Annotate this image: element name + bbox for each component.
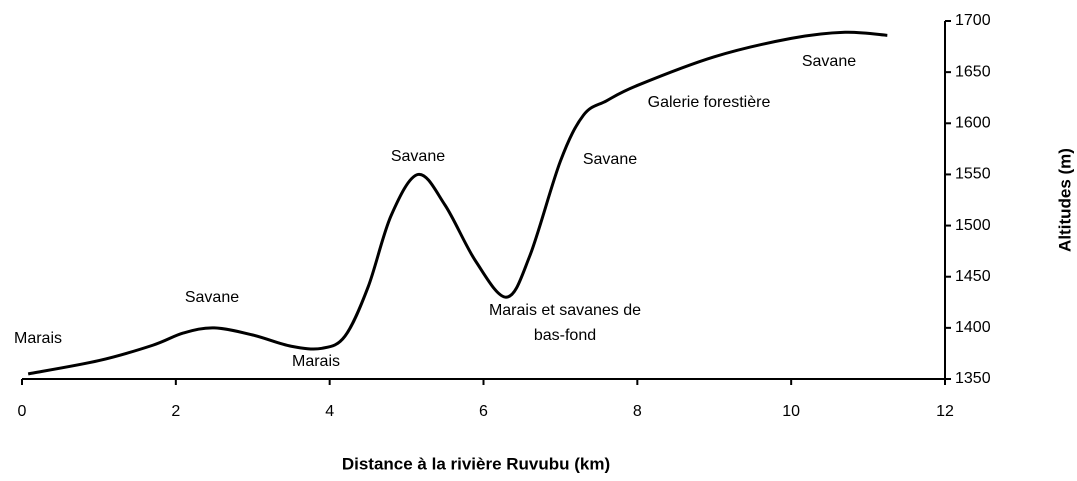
x-tick-label: 10 <box>782 403 800 420</box>
annotation: Savane <box>802 53 856 70</box>
y-tick-label: 1600 <box>955 115 991 132</box>
annotation: Marais <box>14 330 62 347</box>
x-tick-label: 6 <box>479 403 488 420</box>
x-tick-label: 0 <box>18 403 27 420</box>
annotation: bas-fond <box>534 327 596 344</box>
annotation: Galerie forestière <box>648 94 771 111</box>
y-tick-label: 1350 <box>955 370 991 387</box>
y-tick-label: 1500 <box>955 217 991 234</box>
x-tick-label: 2 <box>171 403 180 420</box>
annotation: Savane <box>185 289 239 306</box>
annotation: Marais et savanes de <box>489 302 641 319</box>
annotation: Marais <box>292 353 340 370</box>
y-tick-label: 1400 <box>955 319 991 336</box>
y-tick-label: 1650 <box>955 63 991 80</box>
y-axis-label: Altitudes (m) <box>1055 148 1074 252</box>
x-tick-label: 4 <box>325 403 334 420</box>
y-tick-label: 1700 <box>955 12 991 29</box>
y-tick-label: 1550 <box>955 166 991 183</box>
line <box>27 30 888 376</box>
x-axis-label: Distance à la rivière Ruvubu (km) <box>342 454 610 473</box>
x-tick-label: 8 <box>633 403 642 420</box>
annotation: Savane <box>391 148 445 165</box>
y-tick-label: 1450 <box>955 268 991 285</box>
annotation: Savane <box>583 151 637 168</box>
x-tick-label: 12 <box>936 403 954 420</box>
